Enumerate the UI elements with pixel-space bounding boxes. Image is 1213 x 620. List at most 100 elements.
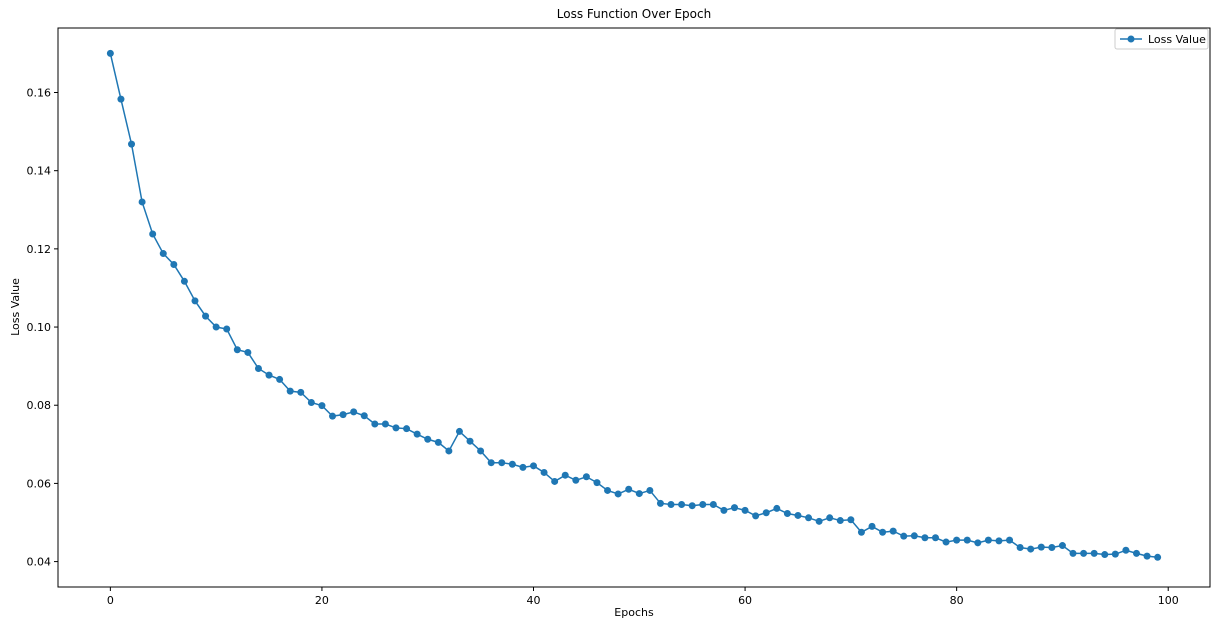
data-point [360,412,368,420]
data-point [1048,544,1056,552]
data-point [731,504,738,512]
data-point [604,486,612,494]
y-tick-label: 0.16 [27,87,52,100]
data-point [974,539,982,547]
data-point [519,463,527,471]
data-point [191,297,199,305]
x-axis-label: Epochs [614,606,654,619]
data-point [752,512,760,520]
data-point [688,502,696,510]
data-point [773,504,781,512]
data-point [868,522,876,530]
data-point [1058,542,1066,550]
data-point [900,532,908,540]
data-point [667,501,675,509]
data-point [180,277,188,285]
data-point [159,250,167,258]
data-point [434,438,442,446]
data-point [1143,552,1151,560]
data-point [572,476,580,484]
data-point [170,261,178,268]
data-point [413,430,421,438]
data-point [1122,546,1130,554]
x-tick-label: 0 [107,594,114,607]
data-point [879,528,887,536]
data-point [297,388,305,396]
data-point [1154,553,1162,561]
y-axis-label: Loss Value [9,278,22,336]
data-point [508,460,516,468]
x-tick-label: 40 [527,594,541,607]
data-point [815,517,823,525]
data-point [254,364,262,372]
plot-frame [57,27,1211,588]
y-tick-label: 0.08 [27,399,52,412]
data-point [678,501,686,509]
data-point [889,527,897,535]
data-point [318,402,326,410]
data-point [593,479,601,487]
data-point [498,459,506,467]
data-point [339,411,347,419]
data-point [1101,551,1109,559]
data-point [783,510,791,518]
data-point [826,514,834,522]
y-tick-label: 0.04 [27,556,52,569]
plot-area [106,49,1162,561]
data-point [466,437,474,445]
data-point [477,447,485,455]
data-point [709,501,717,509]
data-point [307,398,315,406]
data-point [614,490,622,498]
data-point [1006,536,1014,544]
data-point [635,490,643,498]
data-point [117,95,125,103]
data-point [836,517,844,525]
data-point [931,534,939,542]
data-point [741,506,749,514]
data-point [762,509,770,517]
data-point [857,528,865,536]
legend: Loss Value [1114,28,1209,50]
series-line [109,53,1158,559]
data-point [1111,550,1119,558]
data-point [455,427,463,435]
data-point [646,486,654,494]
data-point [582,473,590,481]
x-tick-label: 100 [1158,594,1179,607]
data-point [1037,543,1045,551]
data-point [202,312,210,320]
data-point [805,514,813,522]
data-point [1132,549,1140,557]
x-tick-label: 80 [950,594,964,607]
data-point [106,49,114,57]
data-point [487,459,495,467]
data-point [265,371,273,379]
data-point [233,346,241,354]
data-point [984,536,992,544]
data-point [1080,549,1088,557]
data-point [1027,545,1035,553]
data-point [625,485,633,493]
data-point [561,471,569,479]
data-point [995,537,1003,545]
data-point [371,420,379,428]
data-point [942,538,950,546]
legend-marker-swatch [1127,35,1135,43]
data-point [276,375,284,383]
data-point [847,516,855,524]
data-point [530,462,537,470]
data-point [445,447,453,455]
data-point [656,499,664,507]
data-point [149,230,157,238]
y-tick-label: 0.12 [27,243,52,256]
data-point [403,425,411,433]
chart-title: Loss Function Over Epoch [557,7,711,21]
data-point [350,408,358,416]
legend-label: Loss Value [1148,33,1206,46]
data-point [381,420,389,428]
data-point [910,532,918,540]
data-point [540,468,548,476]
data-point [286,387,294,395]
